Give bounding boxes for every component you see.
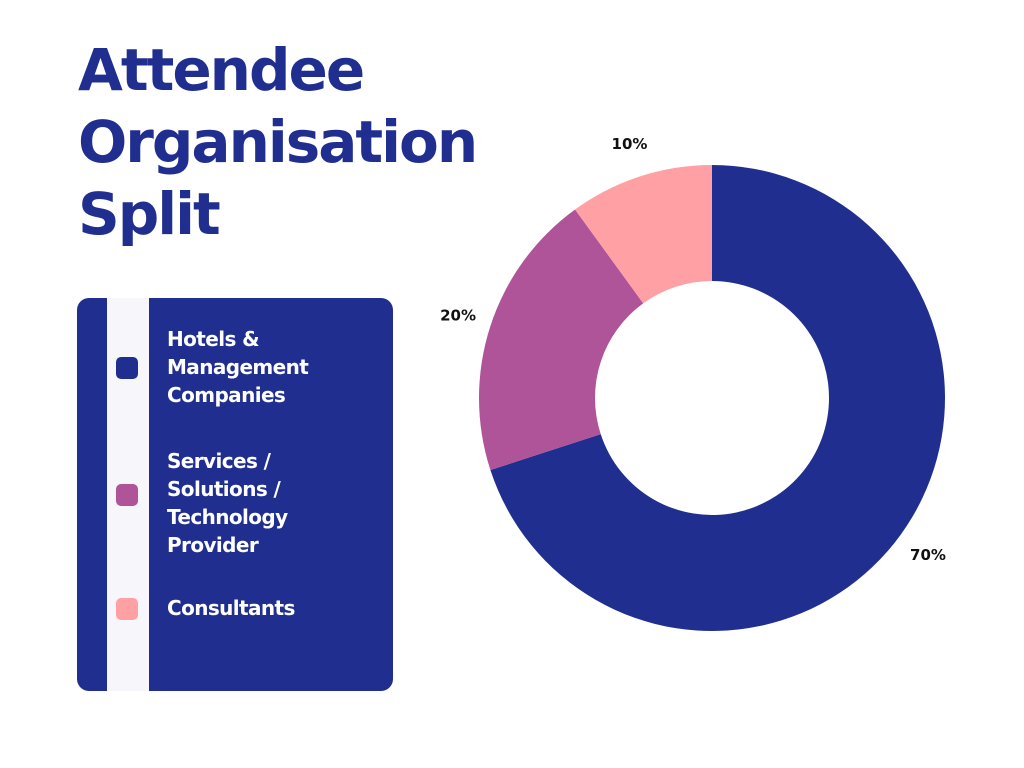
title-line-2: Organisation [78,108,478,176]
chart-title: Attendee Organisation Split [78,34,478,250]
slice-label-2: 10% [612,135,648,153]
slice-label-1: 20% [440,306,476,324]
donut-slice-2 [575,165,712,304]
legend-swatch-consultants [116,598,138,620]
donut-slice-1 [479,209,644,471]
legend: Hotels & Management Companies Services /… [77,298,393,691]
legend-swatch-services [116,484,138,506]
slice-label-0: 70% [910,546,946,564]
title-line-1: Attendee [78,36,365,104]
legend-swatch-hotels [116,357,138,379]
donut-slice-0 [490,165,945,631]
legend-label-consultants: Consultants [167,596,295,620]
title-line-3: Split [78,180,221,248]
legend-label-hotels: Hotels & Management Companies [167,327,309,407]
legend-label-services: Services / Solutions / Technology Provid… [167,449,288,557]
